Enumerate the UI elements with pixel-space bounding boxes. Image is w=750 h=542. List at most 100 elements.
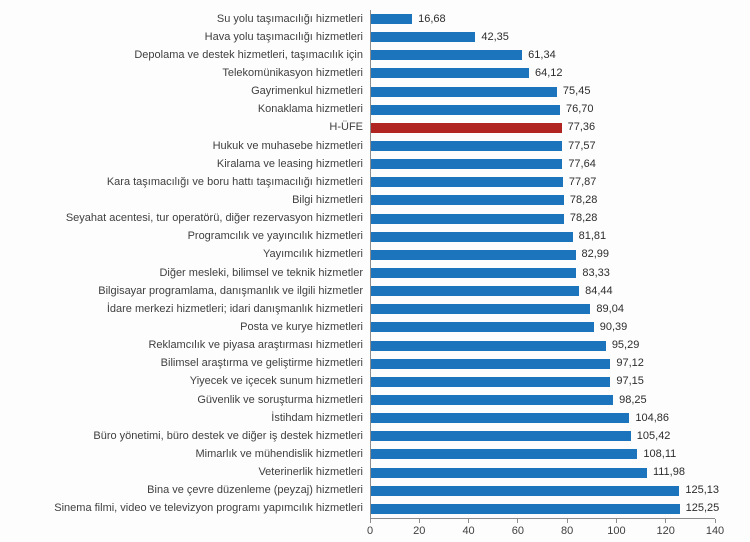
category-label: Konaklama hizmetleri [257,103,363,116]
bar [371,14,413,25]
bar [371,86,557,97]
tick-mark [369,519,371,523]
value-label: 90,39 [599,320,628,333]
category-label: Posta ve kurye hizmetleri [240,320,363,333]
bar-track: 108,11 [370,445,716,464]
bar-row: Gayrimenkul hizmetleri 75,45 [0,82,750,101]
bar-row: Mimarlık ve mühendislik hizmetleri 108,1… [0,445,750,464]
tick-label: 40 [462,525,475,537]
bar-row: Bilgisayar programlama, danışmanlık ve i… [0,282,750,301]
category-label: Programcılık ve yayıncılık hizmetleri [187,230,363,243]
bar-row: Hukuk ve muhasebe hizmetleri 77,57 [0,136,750,156]
bar [371,340,606,351]
tick-label: 100 [607,525,626,537]
value-label: 82,99 [581,248,610,261]
bar [371,249,576,260]
tick-label: 20 [413,525,426,537]
value-label: 97,15 [616,375,644,388]
value-label: 84,44 [585,284,613,297]
bar-track: 105,42 [370,427,716,446]
bar [371,376,611,387]
bar-track: 95,29 [370,336,716,355]
value-label: 76,70 [566,103,594,116]
tick-label: 0 [366,525,374,537]
value-label: 77,57 [568,139,596,152]
value-label: 95,29 [611,339,640,352]
category-label: Depolama ve destek hizmetleri, taşımacıl… [134,48,363,61]
value-label: 64,12 [535,66,563,79]
tick-label: 140 [705,525,725,537]
tick-mark [566,519,568,523]
category-label: Telekomünikasyon hizmetleri [222,66,363,79]
bar-track: 64,12 [370,64,716,83]
bar-track: 78,28 [370,209,716,228]
bar-row: Posta ve kurye hizmetleri 90,39 [0,318,750,337]
bar-row: Depolama ve destek hizmetleri, taşımacıl… [0,46,750,65]
bar-row: Yiyecek ve içecek sunum hizmetleri 97,15 [0,372,750,391]
bar-track: 104,86 [370,409,716,428]
value-label: 77,64 [568,157,596,170]
bar-track: 89,04 [370,300,716,319]
value-label: 83,33 [582,266,610,279]
tick-mark [517,519,519,523]
bar-row: Sinema filmi, video ve televizyon progra… [0,499,750,518]
bar-track: 83,33 [370,263,716,283]
bar-track: 61,34 [370,46,716,65]
bar [371,268,577,279]
bar [371,449,638,460]
value-label: 78,28 [569,212,598,225]
bar-row: Konaklama hizmetleri 76,70 [0,100,750,119]
bar-track: 82,99 [370,245,716,264]
tick-label: 60 [511,525,524,537]
bar-row: Bilimsel araştırma ve geliştirme hizmetl… [0,354,750,373]
tick-mark [468,519,470,523]
bar-track: 77,87 [370,173,716,192]
bar-track: 75,45 [370,82,716,101]
bar-track: 125,25 [370,499,719,518]
category-label: Güvenlik ve soruşturma hizmetleri [197,393,363,406]
bar-track: 42,35 [370,28,716,47]
bar-row: Reklamcılık ve piyasa araştırması hizmet… [0,336,750,355]
value-label: 89,04 [596,302,624,315]
bar-row: Su yolu taşımacılığı hizmetleri 16,68 [0,10,750,29]
bar-track: 78,28 [370,191,716,210]
bar-row: Kiralama ve leasing hizmetleri 77,64 [0,155,750,174]
bar [371,395,614,406]
tick-mark [418,519,420,523]
tick-label: 120 [656,525,675,537]
category-label: Gayrimenkul hizmetleri [251,85,363,98]
category-label: Seyahat acentesi, tur operatörü, diğer r… [65,212,363,225]
value-label: 16,68 [418,12,446,25]
bar-row: İdare merkezi hizmetleri; idari danışman… [0,300,750,319]
bar-row: Hava yolu taşımacılığı hizmetleri 42,35 [0,28,750,47]
category-label: İdare merkezi hizmetleri; idari danışman… [106,302,363,315]
bar-row: Veterinerlik hizmetleri 111,98 [0,463,750,482]
tick-label: 80 [561,525,574,537]
bar [371,32,476,43]
bar [371,431,631,442]
bar-track: 16,68 [370,10,716,29]
category-label: Kiralama ve leasing hizmetleri [216,157,363,170]
category-label: H-ÜFE [329,121,363,134]
bar-track: 125,13 [370,481,719,500]
bar-row: Bina ve çevre düzenleme (peyzaj) hizmetl… [0,481,750,500]
bar [371,104,560,115]
bar [371,304,591,315]
bar-row: Seyahat acentesi, tur operatörü, diğer r… [0,209,750,228]
bar-rows: Su yolu taşımacılığı hizmetleri 16,68 Ha… [0,10,750,518]
bar [371,177,563,188]
value-label: 108,11 [643,447,677,460]
bar-row: Bilgi hizmetleri 78,28 [0,191,750,210]
bar-track: 81,81 [370,227,716,246]
category-label: Hukuk ve muhasebe hizmetleri [212,139,363,152]
category-label: Yiyecek ve içecek sunum hizmetleri [189,375,363,388]
value-label: 77,36 [567,121,596,134]
bar-track: 111,98 [370,463,716,482]
value-label: 98,25 [619,393,647,406]
bar [371,413,630,424]
bar [371,322,594,333]
bar [371,68,529,79]
bar-row: H-ÜFE 77,36 [0,118,750,137]
value-label: 77,87 [568,175,597,188]
